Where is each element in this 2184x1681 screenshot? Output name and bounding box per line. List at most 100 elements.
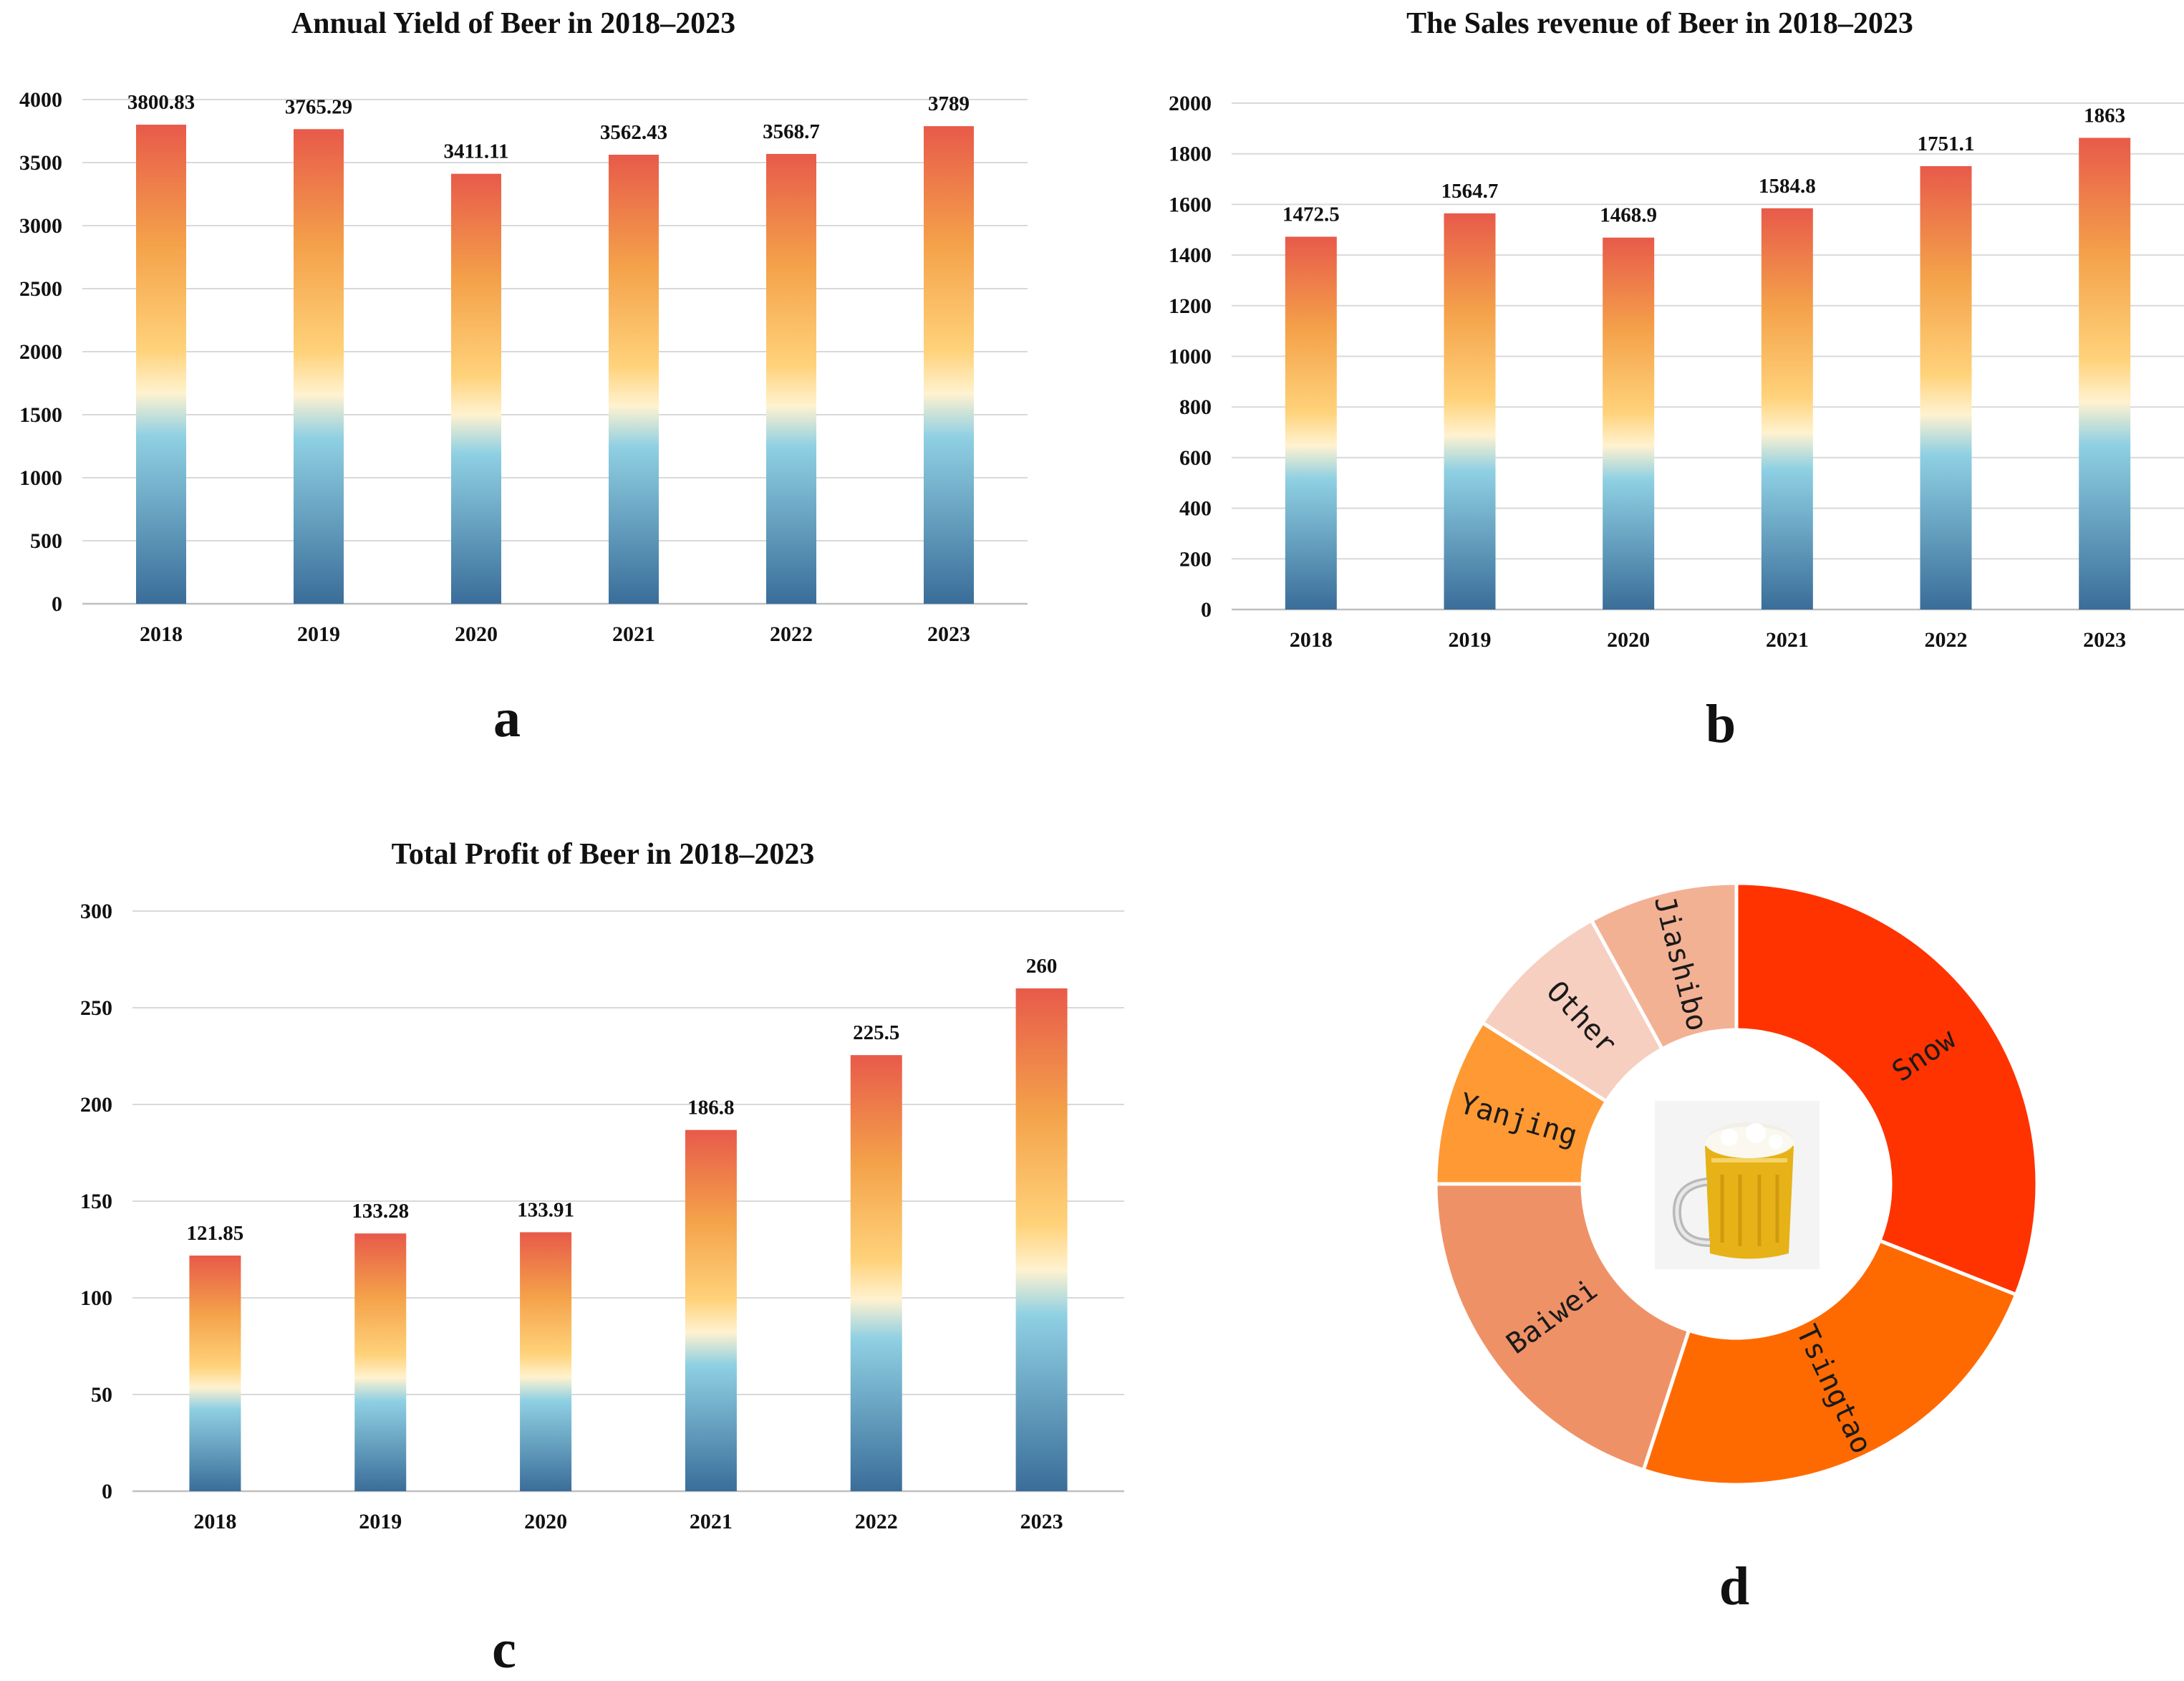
chart-panel-d: Snow Tsingtao Baiwei Yanjing Other Jiashibo [1403, 859, 2048, 1547]
bar-2020 [451, 173, 501, 604]
data-label-2023: 260 [1026, 955, 1058, 978]
x-tick-label-2019: 2019 [1449, 628, 1492, 652]
y-tick-label: 250 [80, 996, 112, 1020]
x-tick-label-2022: 2022 [1925, 628, 1968, 652]
x-tick-label-2023: 2023 [927, 622, 970, 646]
data-label-2020: 133.91 [517, 1198, 574, 1221]
chart-title: The Sales revenue of Beer in 2018–2023 [1406, 7, 1913, 40]
data-label-2020: 3411.11 [443, 140, 508, 163]
bar-2020 [520, 1232, 572, 1491]
y-tick-label: 0 [102, 1480, 112, 1503]
data-label-2022: 3568.7 [763, 120, 820, 143]
y-tick-label: 1000 [1169, 345, 1212, 369]
bar-2018 [136, 125, 186, 604]
slice-snow [1734, 881, 2039, 1297]
x-tick-label-2022: 2022 [855, 1510, 898, 1533]
y-tick-label: 50 [91, 1383, 112, 1407]
bar-2018 [1285, 236, 1337, 610]
panel-letter-d: d [1719, 1556, 1750, 1617]
bar-2021 [685, 1130, 737, 1491]
y-tick-label: 1600 [1169, 193, 1212, 216]
data-label-2021: 1584.8 [1759, 175, 1816, 198]
bar-2019 [1444, 213, 1496, 610]
bar-2023 [1015, 988, 1068, 1491]
y-tick-label: 1500 [19, 403, 62, 427]
y-tick-label: 1200 [1169, 294, 1212, 318]
data-label-2019: 133.28 [352, 1200, 409, 1223]
y-tick-label: 1800 [1169, 143, 1212, 166]
x-tick-label-2019: 2019 [297, 622, 340, 646]
bar-2019 [354, 1233, 407, 1491]
y-tick-label: 400 [1179, 497, 1212, 521]
data-label-2021: 3562.43 [600, 121, 667, 144]
y-tick-label: 3500 [19, 151, 62, 175]
slice-baiwei [1434, 1182, 1691, 1473]
y-tick-label: 200 [80, 1093, 112, 1117]
y-tick-label: 150 [80, 1190, 112, 1213]
data-label-2018: 1472.5 [1282, 203, 1340, 226]
slice-tsingtao [1641, 1238, 2019, 1487]
data-label-2021: 186.8 [687, 1097, 734, 1119]
y-tick-label: 0 [52, 592, 62, 616]
x-tick-label-2023: 2023 [1020, 1510, 1063, 1533]
chart-panel-a: Annual Yield of Beer in 2018–2023 0 500 100… [0, 0, 1074, 646]
x-tick-label-2021: 2021 [690, 1510, 733, 1533]
bar-2022 [850, 1055, 902, 1491]
y-tick-label: 200 [1179, 547, 1212, 571]
x-tick-label-2018: 2018 [1290, 628, 1333, 652]
y-tick-label: 100 [80, 1286, 112, 1310]
bar-2021 [609, 155, 659, 604]
data-label-2019: 3765.29 [285, 95, 352, 118]
y-tick-label: 2000 [1169, 92, 1212, 115]
bar-2020 [1603, 237, 1655, 610]
bar-2023 [924, 126, 974, 605]
x-tick-label-2021: 2021 [612, 622, 655, 646]
x-tick-label-2022: 2022 [770, 622, 813, 646]
x-tick-label-2020: 2020 [1607, 628, 1650, 652]
panel-letter-b: b [1705, 694, 1736, 754]
y-tick-label: 2000 [19, 340, 62, 364]
y-tick-label: 300 [80, 900, 112, 923]
total-profit-bar-chart: Total Profit of Beer in 2018–2023 0 50 100 1… [80, 838, 1124, 1533]
y-tick-label: 600 [1179, 446, 1212, 470]
bar-2023 [2079, 138, 2131, 610]
x-tick-label-2020: 2020 [524, 1510, 567, 1533]
beer-mug-icon [1655, 1101, 1820, 1269]
bar-2019 [294, 129, 344, 604]
y-tick-label: 1400 [1169, 244, 1212, 267]
bar-2021 [1761, 208, 1813, 610]
data-label-2022: 225.5 [853, 1021, 899, 1044]
y-tick-label: 800 [1179, 395, 1212, 419]
x-tick-label-2021: 2021 [1766, 628, 1809, 652]
bar-2022 [766, 153, 816, 604]
chart-panel-c: Total Profit of Beer in 2018–2023 0 50 100 1… [0, 831, 1146, 1547]
y-tick-label: 3000 [19, 214, 62, 238]
data-label-2018: 121.85 [187, 1222, 244, 1245]
data-label-2022: 1751.1 [1918, 133, 1975, 155]
panel-letter-a: a [493, 688, 521, 748]
data-label-2023: 3789 [928, 92, 970, 115]
x-tick-label-2019: 2019 [359, 1510, 402, 1533]
sales-revenue-bar-chart: The Sales revenue of Beer in 2018–2023 0 2… [1169, 7, 2184, 652]
x-tick-label-2023: 2023 [2083, 628, 2126, 652]
bar-2022 [1920, 165, 1972, 610]
chart-panel-b: The Sales revenue of Beer in 2018–2023 0 2… [1103, 0, 2184, 652]
x-tick-label-2020: 2020 [455, 622, 498, 646]
y-tick-label: 500 [30, 529, 62, 553]
x-tick-label-2018: 2018 [140, 622, 183, 646]
data-label-2018: 3800.83 [127, 91, 195, 114]
x-tick-label-2018: 2018 [193, 1510, 236, 1533]
y-tick-label: 1000 [19, 466, 62, 490]
y-tick-label: 0 [1201, 598, 1212, 622]
chart-title: Annual Yield of Beer in 2018–2023 [291, 7, 735, 40]
slice-jiashibo [1589, 881, 1739, 1051]
bar-2018 [189, 1256, 241, 1491]
data-label-2019: 1564.7 [1441, 180, 1499, 203]
annual-yield-bar-chart: Annual Yield of Beer in 2018–2023 0 500 100… [19, 7, 1028, 646]
data-label-2020: 1468.9 [1600, 204, 1657, 227]
y-tick-label: 4000 [19, 88, 62, 112]
chart-title: Total Profit of Beer in 2018–2023 [392, 838, 815, 871]
panel-letter-c: c [492, 1619, 516, 1680]
data-label-2023: 1863 [2084, 104, 2125, 127]
